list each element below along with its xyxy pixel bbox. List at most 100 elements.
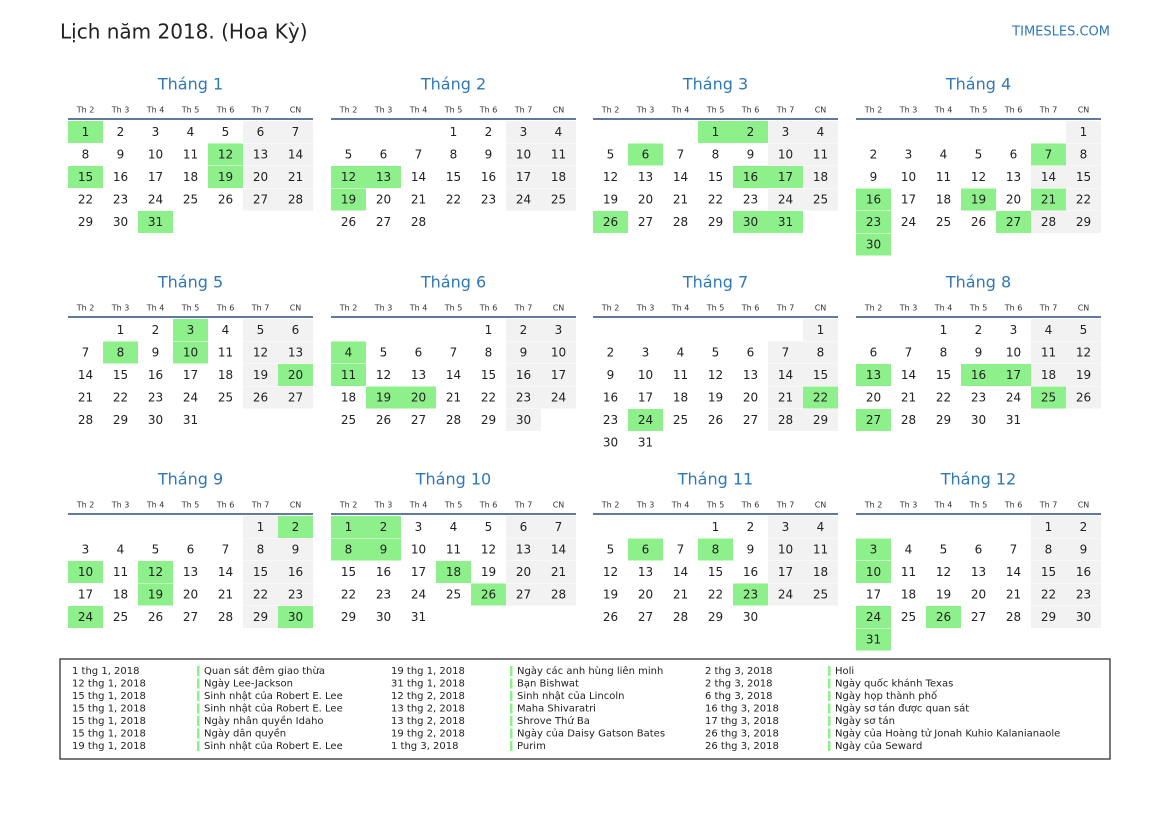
day-number: 22: [446, 192, 461, 206]
day-number: 24: [778, 192, 793, 206]
weekday-label: Th 3: [636, 106, 655, 115]
holiday-cell: [436, 561, 471, 583]
legend-swatch: [828, 666, 831, 676]
day-number: 27: [743, 413, 758, 427]
legend-date: 12 thg 1, 2018: [72, 679, 146, 690]
day-number: 20: [638, 192, 653, 206]
weekday-label: Th 5: [969, 106, 988, 115]
day-number: 18: [183, 170, 198, 184]
day-number: 30: [971, 413, 986, 427]
day-number: 14: [551, 542, 566, 556]
weekend-cell: [243, 386, 278, 409]
day-number: 27: [516, 587, 531, 601]
weekend-cell: [1066, 516, 1101, 538]
weekday-label: Th 4: [409, 106, 428, 115]
day-number: 12: [253, 345, 268, 359]
day-number: 25: [446, 587, 461, 601]
weekend-cell: [243, 364, 278, 386]
day-number: 18: [1041, 368, 1056, 382]
day-number: 1: [1080, 125, 1088, 139]
day-number: 24: [78, 610, 93, 624]
day-number: 31: [638, 435, 653, 449]
day-number: 20: [183, 587, 198, 601]
legend-name: Ngày các anh hùng liên minh: [517, 665, 663, 677]
day-number: 1: [345, 520, 353, 534]
day-number: 20: [971, 587, 986, 601]
weekend-cell: [803, 561, 838, 583]
holiday-cell: [68, 166, 103, 188]
day-number: 11: [218, 345, 233, 359]
legend-date: 19 thg 2, 2018: [391, 729, 465, 740]
weekday-label: Th 5: [444, 304, 463, 313]
day-number: 12: [341, 170, 356, 184]
weekend-cell: [541, 364, 576, 386]
weekday-label: Th 6: [1004, 304, 1023, 313]
day-number: 6: [257, 125, 265, 139]
day-number: 16: [866, 192, 881, 206]
weekday-label: Th 5: [706, 304, 725, 313]
day-number: 29: [708, 215, 723, 229]
weekday-label: Th 2: [76, 501, 95, 510]
day-number: 21: [673, 587, 688, 601]
site-link[interactable]: TIMESLES.COM: [1011, 25, 1110, 40]
legend-swatch: [828, 741, 831, 751]
holiday-cell: [698, 121, 733, 143]
day-number: 30: [376, 610, 391, 624]
weekday-label: Th 6: [216, 501, 235, 510]
weekend-cell: [506, 561, 541, 583]
day-number: 2: [1080, 520, 1088, 534]
day-number: 29: [1076, 215, 1091, 229]
day-number: 1: [485, 323, 493, 337]
weekday-label: Th 5: [969, 501, 988, 510]
day-number: 25: [936, 215, 951, 229]
holiday-cell: [733, 121, 768, 143]
legend-swatch: [510, 716, 513, 726]
day-number: 9: [870, 170, 878, 184]
weekend-cell: [768, 341, 803, 364]
holiday-cell: [856, 188, 891, 211]
day-number: 28: [1041, 215, 1056, 229]
day-number: 23: [376, 587, 391, 601]
day-number: 10: [183, 345, 198, 359]
weekday-label: Th 5: [706, 501, 725, 510]
weekday-label: Th 7: [514, 106, 533, 115]
legend-name: Ngày Lee-Jackson: [204, 678, 293, 690]
weekend-cell: [243, 143, 278, 166]
month-title: Tháng 10: [415, 470, 491, 489]
day-number: 11: [936, 170, 951, 184]
day-number: 8: [1045, 542, 1053, 556]
weekday-label: Th 3: [374, 106, 393, 115]
day-number: 14: [78, 368, 93, 382]
day-number: 8: [940, 345, 948, 359]
day-number: 9: [117, 147, 125, 161]
day-number: 16: [516, 368, 531, 382]
day-number: 29: [813, 413, 828, 427]
day-number: 6: [975, 542, 983, 556]
weekend-cell: [278, 538, 313, 561]
weekend-cell: [803, 143, 838, 166]
day-number: 23: [148, 390, 163, 404]
legend-swatch: [510, 678, 513, 689]
holiday-cell: [856, 561, 891, 583]
legend-date: 26 thg 3, 2018: [705, 729, 779, 740]
day-number: 11: [901, 565, 916, 579]
day-number: 8: [712, 147, 720, 161]
legend-name: Maha Shivaratri: [517, 704, 596, 715]
day-number: 30: [516, 413, 531, 427]
legend-name: Bạn Bishwat: [517, 679, 579, 690]
day-number: 24: [411, 587, 426, 601]
weekday-label: Th 6: [741, 304, 760, 313]
legend-swatch: [828, 691, 831, 701]
day-number: 27: [288, 390, 303, 404]
weekday-label: Th 7: [776, 501, 795, 510]
weekday-label: Th 7: [1039, 304, 1058, 313]
holiday-cell: [628, 143, 663, 166]
day-number: 23: [288, 587, 303, 601]
day-number: 22: [1076, 192, 1091, 206]
holiday-cell: [68, 606, 103, 628]
weekday-label: Th 3: [636, 304, 655, 313]
legend-date: 12 thg 2, 2018: [391, 691, 465, 702]
weekend-cell: [506, 583, 541, 606]
weekend-cell: [768, 561, 803, 583]
day-number: 7: [1045, 147, 1053, 161]
